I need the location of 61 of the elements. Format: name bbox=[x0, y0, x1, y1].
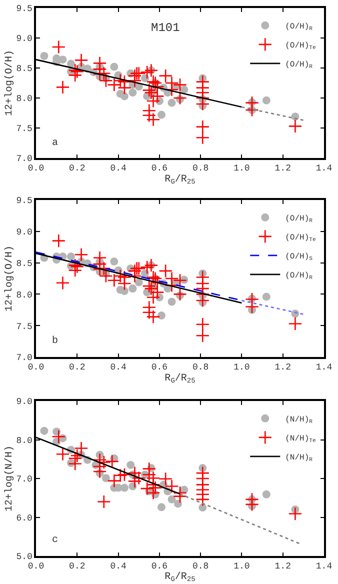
x-tick-label: 0.6 bbox=[151, 562, 168, 572]
y-tick-label: 9.0 bbox=[16, 397, 32, 408]
legend-label: (O/H)$_{R}$ bbox=[285, 214, 314, 224]
y-axis-title: 12+log(O/H) bbox=[4, 50, 16, 116]
x-tick-label: 0.4 bbox=[110, 562, 126, 572]
y-tick-label: 7.0 bbox=[16, 154, 32, 164]
y-tick-label: 8.0 bbox=[16, 436, 32, 446]
y-tick-label: 9.5 bbox=[16, 196, 32, 206]
y-tick-label: 9.0 bbox=[16, 34, 32, 44]
legend-label: (O/H)$_{Te}$ bbox=[285, 42, 316, 52]
x-tick-label: 0.2 bbox=[69, 164, 86, 174]
x-tick-label: 0.0 bbox=[28, 164, 44, 174]
x-tick-label: 1.0 bbox=[234, 362, 250, 373]
x-tick-label: 1.4 bbox=[316, 164, 332, 174]
x-tick-label: 0.2 bbox=[69, 362, 86, 373]
y-tick-label: 7.0 bbox=[16, 474, 32, 485]
x-tick-label: 0.4 bbox=[110, 164, 126, 174]
text: M101 bbox=[151, 21, 180, 35]
x-tick-label: 1.2 bbox=[274, 164, 291, 174]
x-axis-title: R$_{G}$/R$_{25}$ bbox=[164, 174, 196, 187]
x-tick-label: 0.4 bbox=[110, 362, 126, 373]
y-tick-label: 8.0 bbox=[16, 94, 32, 104]
x-tick-label: 1.2 bbox=[274, 562, 291, 572]
y-tick-label: 9.0 bbox=[16, 228, 32, 238]
x-tick-label: 0.0 bbox=[28, 562, 44, 572]
y-tick-label: 8.5 bbox=[16, 64, 32, 74]
legend-label: (N/H)$_{R}$ bbox=[285, 454, 314, 464]
y-axis-title: 12+log(O/H) bbox=[4, 245, 16, 312]
x-axis-title: R$_{G}$/R$_{25}$ bbox=[164, 372, 196, 386]
y-tick-label: 7.5 bbox=[16, 124, 32, 134]
legend-label: (O/H)$_{S}$ bbox=[285, 252, 314, 262]
annotation: a bbox=[52, 138, 58, 149]
x-tick-label: 0.0 bbox=[28, 362, 44, 373]
y-tick-label: 7.0 bbox=[16, 353, 32, 364]
legend-label: (O/H)$_{R}$ bbox=[285, 272, 314, 282]
annotation: b bbox=[52, 335, 58, 347]
x-tick-label: 0.2 bbox=[69, 562, 86, 572]
x-tick-label: 1.2 bbox=[274, 362, 291, 373]
x-tick-label: 1.0 bbox=[234, 164, 250, 174]
y-tick-label: 6.0 bbox=[16, 513, 32, 524]
x-tick-label: 0.6 bbox=[151, 362, 168, 373]
x-tick-label: 0.8 bbox=[192, 562, 209, 572]
y-tick-label: 5.0 bbox=[16, 552, 32, 562]
x-tick-label: 0.6 bbox=[151, 164, 168, 174]
x-tick-label: 1.0 bbox=[234, 562, 250, 572]
legend-label: (O/H)$_{Te}$ bbox=[285, 234, 316, 244]
legend-label: (O/H)$_{R}$ bbox=[285, 60, 314, 70]
legend-label: (N/H)$_{Te}$ bbox=[285, 434, 316, 444]
legend-label: (O/H)$_{R}$ bbox=[285, 22, 314, 32]
x-axis-title: R$_{G}$/R$_{25}$ bbox=[164, 570, 196, 584]
x-tick-label: 0.8 bbox=[192, 164, 209, 174]
legend-label: (N/H)$_{R}$ bbox=[285, 416, 314, 426]
x-tick-label: 0.8 bbox=[192, 362, 209, 373]
y-tick-label: 8.5 bbox=[16, 258, 32, 269]
x-tick-label: 1.4 bbox=[316, 562, 332, 572]
annotation: c bbox=[52, 535, 58, 546]
y-tick-label: 9.5 bbox=[16, 4, 32, 14]
y-tick-label: 8.0 bbox=[16, 290, 32, 300]
y-tick-label: 7.5 bbox=[16, 322, 32, 332]
y-axis-title: 12+log(N/H) bbox=[4, 445, 16, 512]
x-tick-label: 1.4 bbox=[316, 362, 332, 373]
